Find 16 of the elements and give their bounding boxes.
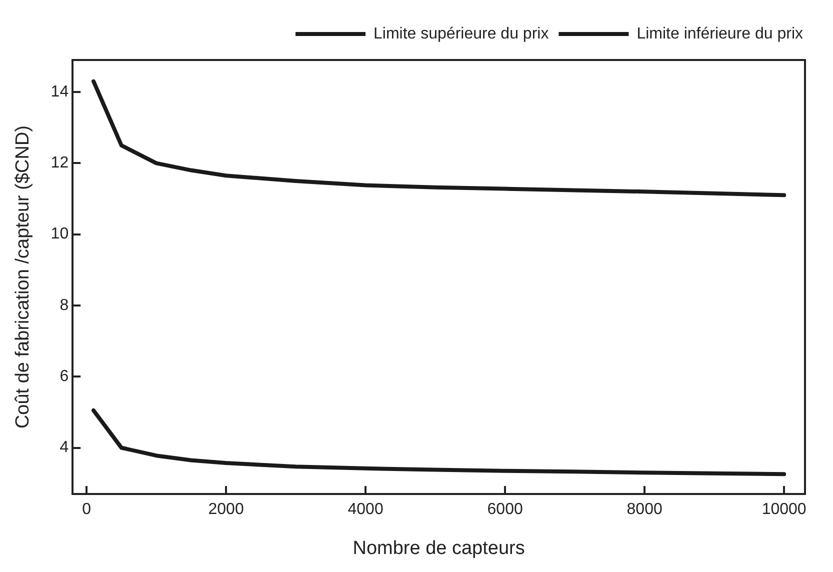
- x-tick-label: 6000: [487, 501, 523, 518]
- x-tick-label: 10000: [762, 501, 806, 518]
- x-tick-label: 2000: [208, 501, 244, 518]
- x-axis-title: Nombre de capteurs: [352, 538, 525, 559]
- x-tick-label: 0: [82, 501, 92, 518]
- y-tick-label: 14: [50, 83, 69, 100]
- y-tick-label: 4: [60, 439, 69, 456]
- y-tick-label: 8: [60, 296, 69, 314]
- x-tick-label: 8000: [626, 501, 662, 518]
- y-tick-label: 6: [60, 368, 69, 386]
- legend-label: Limite supérieure du prix: [374, 25, 549, 42]
- y-axis-title: Coût de fabrication /capteur ($CND): [12, 125, 34, 429]
- legend-label: Limite inférieure du prix: [636, 25, 803, 42]
- y-tick-label: 10: [50, 226, 69, 243]
- y-tick-label: 12: [50, 154, 69, 172]
- x-tick-label: 4000: [348, 501, 384, 518]
